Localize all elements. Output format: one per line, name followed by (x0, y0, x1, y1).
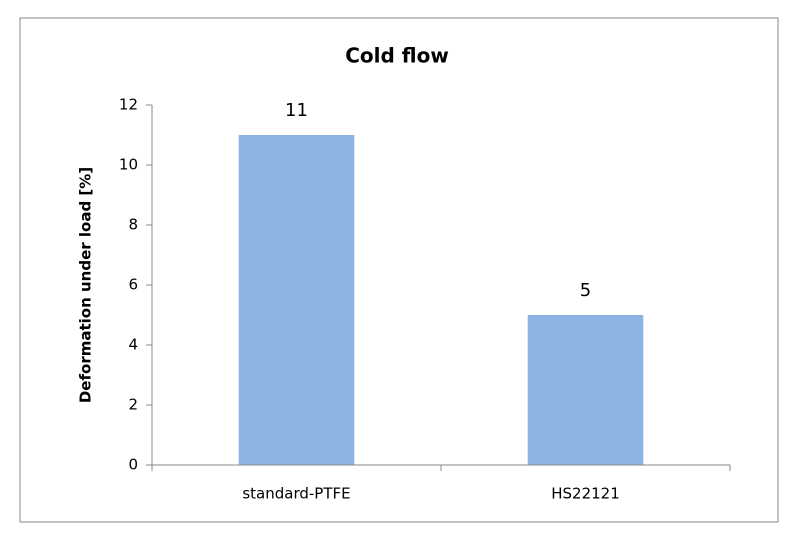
y-axis-label: Deformation under load [%] (77, 167, 95, 403)
x-tick-label: HS22121 (551, 485, 620, 503)
chart-border (19, 17, 779, 523)
data-label: 11 (285, 100, 308, 121)
y-tick-label: 10 (119, 156, 138, 174)
y-tick-label: 0 (128, 456, 138, 474)
y-tick-label: 2 (128, 396, 138, 414)
bar (527, 315, 644, 465)
x-tick-label: standard-PTFE (242, 485, 350, 503)
y-tick-label: 4 (128, 336, 138, 354)
data-label: 5 (580, 280, 591, 301)
y-tick-label: 6 (128, 276, 138, 294)
bar (238, 135, 355, 465)
y-tick-label: 12 (119, 96, 138, 114)
y-tick-label: 8 (128, 216, 138, 234)
chart-title: Cold flow (345, 44, 449, 68)
